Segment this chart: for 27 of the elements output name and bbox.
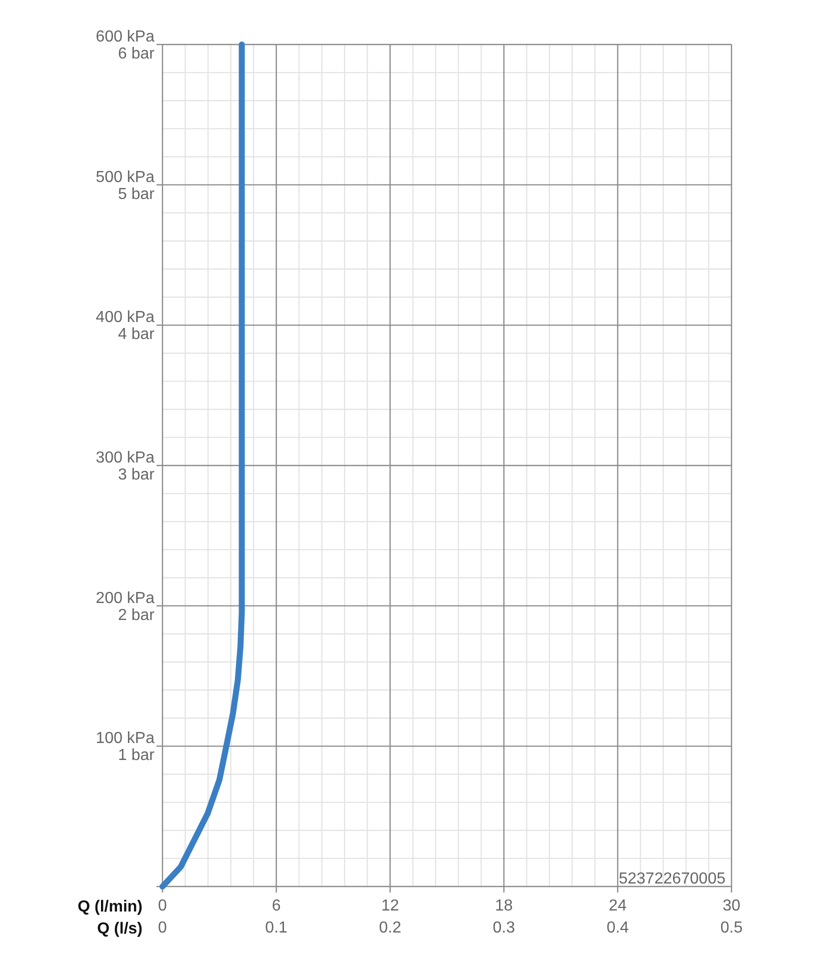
x2-tick-label: 0.5 bbox=[720, 920, 743, 936]
x-tick-label: 0 bbox=[158, 898, 168, 914]
y2-tick-label: 5 bar bbox=[118, 186, 156, 203]
x2-axis-title: Q (l/s) bbox=[97, 920, 143, 938]
y2-tick-label: 6 bar bbox=[118, 46, 156, 62]
y-tick-label: 500 kPa bbox=[96, 168, 155, 186]
x2-tick-label: 0 bbox=[158, 920, 168, 936]
annotation: 523722670005 bbox=[618, 870, 726, 888]
x-tick-label: 30 bbox=[722, 898, 740, 914]
y-tick-label: 400 kPa bbox=[96, 309, 155, 326]
x-tick-label: 24 bbox=[608, 898, 627, 914]
x2-tick-label: 0.4 bbox=[606, 920, 629, 936]
y2-tick-label: 3 bar bbox=[118, 466, 156, 484]
x-axis-title: Q (l/min) bbox=[78, 898, 143, 916]
y-tick-label: 300 kPa bbox=[96, 450, 155, 466]
x-tick-label: 6 bbox=[272, 898, 281, 914]
y-tick-label: 100 kPa bbox=[96, 730, 155, 748]
x2-tick-label: 0.2 bbox=[378, 920, 402, 936]
x2-tick-label: 0.1 bbox=[265, 920, 288, 936]
x-tick-label: 12 bbox=[381, 898, 400, 914]
y2-tick-label: 4 bar bbox=[118, 326, 156, 344]
x-tick-label: 18 bbox=[495, 898, 513, 914]
y2-tick-label: 2 bar bbox=[118, 606, 156, 624]
y2-tick-label: 1 bar bbox=[118, 747, 156, 764]
y-tick-label: 600 kPa bbox=[96, 28, 155, 46]
x2-tick-label: 0.3 bbox=[492, 920, 516, 936]
y-tick-label: 200 kPa bbox=[96, 590, 155, 607]
